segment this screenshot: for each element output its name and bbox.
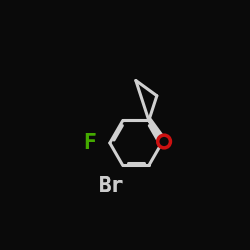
Circle shape — [158, 136, 170, 147]
Text: Br: Br — [98, 176, 124, 196]
Text: Br: Br — [98, 176, 124, 196]
Text: Br: Br — [98, 176, 124, 196]
Text: F: F — [83, 133, 95, 153]
Text: F: F — [83, 133, 95, 153]
Text: F: F — [83, 133, 95, 153]
